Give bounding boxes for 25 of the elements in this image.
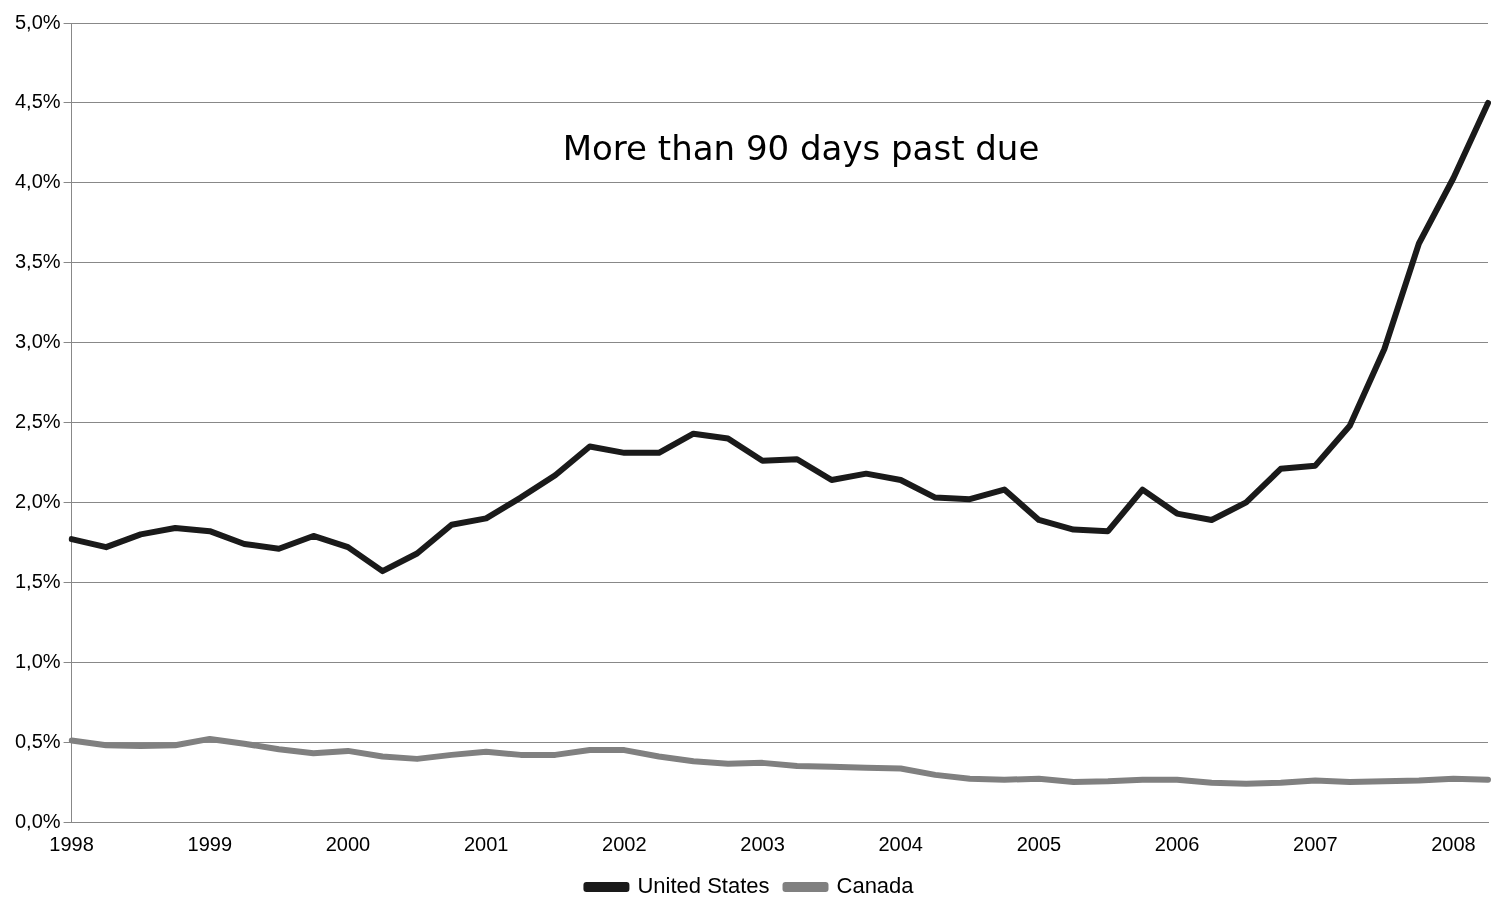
y-tick-label: 5,0% bbox=[14, 10, 61, 33]
x-tick-label: 2003 bbox=[740, 832, 785, 855]
annotation: More than 90 days past due bbox=[562, 127, 1040, 168]
x-tick-label: 2001 bbox=[463, 832, 509, 855]
y-tick-label: 4,0% bbox=[14, 170, 61, 193]
y-tick-label: 3,0% bbox=[14, 330, 61, 353]
x-tick-label: 2005 bbox=[1016, 832, 1062, 855]
x-tick-label: 1998 bbox=[49, 832, 94, 855]
y-tick-label: 3,5% bbox=[14, 250, 61, 273]
y-tick-label: 4,5% bbox=[14, 90, 61, 113]
x-tick-label: 2000 bbox=[325, 832, 371, 855]
x-tick-label: 2006 bbox=[1154, 832, 1200, 855]
x-tick-label: 2004 bbox=[878, 832, 923, 855]
y-tick-label: 0,0% bbox=[14, 809, 61, 832]
legend-label: United States bbox=[637, 873, 770, 899]
y-tick-label: 0,5% bbox=[14, 729, 61, 752]
x-tick-label: 2008 bbox=[1431, 832, 1476, 855]
y-tick-label: 2,0% bbox=[14, 489, 61, 512]
y-tick-label: 1,0% bbox=[14, 649, 61, 672]
x-tick-label: 2002 bbox=[602, 832, 647, 855]
legend-label: Canada bbox=[836, 873, 915, 899]
y-tick-label: 2,5% bbox=[14, 410, 61, 433]
x-tick-label: 2007 bbox=[1293, 832, 1338, 855]
y-tick-label: 1,5% bbox=[14, 569, 61, 592]
x-tick-label: 1999 bbox=[187, 832, 233, 855]
